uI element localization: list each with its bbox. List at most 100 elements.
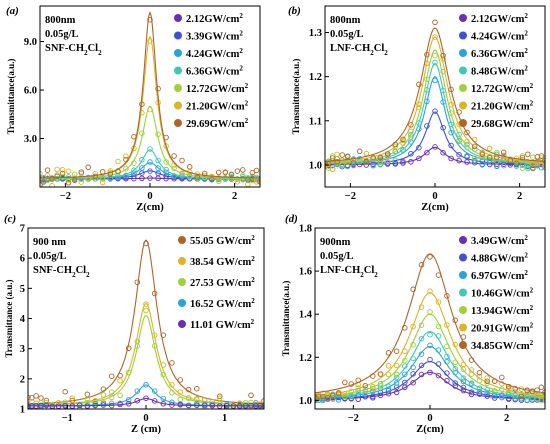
data-point xyxy=(530,154,536,160)
data-point xyxy=(393,348,400,354)
data-point xyxy=(257,179,260,185)
data-point xyxy=(440,150,446,156)
data-point xyxy=(525,162,531,169)
data-point xyxy=(444,370,450,376)
legend-marker-4 xyxy=(178,320,186,328)
panel-2: −1 0 1 1 2 3 4 5 6 7 Z (cm) Transmittance (a.u.) (c)… xyxy=(4,213,265,435)
data-point xyxy=(416,145,422,151)
legend-marker-2 xyxy=(178,278,186,286)
data-point xyxy=(92,176,99,182)
data-point xyxy=(440,124,446,131)
data-point xyxy=(147,146,153,152)
data-point xyxy=(171,165,177,172)
data-point xyxy=(435,299,442,305)
data-point xyxy=(479,154,486,161)
data-point xyxy=(92,401,98,407)
data-point xyxy=(524,387,530,394)
data-point xyxy=(355,377,361,383)
data-point xyxy=(448,155,454,162)
data-point xyxy=(486,145,493,152)
y-tick-label: 5 xyxy=(20,284,25,295)
data-point xyxy=(139,170,145,176)
data-point xyxy=(542,162,545,169)
data-point xyxy=(147,38,153,44)
data-point xyxy=(491,378,498,384)
data-point xyxy=(125,369,132,376)
legend-entry-6: 29.68GW/cm2 xyxy=(471,117,534,130)
data-point xyxy=(99,175,106,182)
data-point xyxy=(427,309,433,315)
data-point xyxy=(468,391,475,398)
data-point xyxy=(62,399,68,405)
data-point xyxy=(59,166,66,173)
data-point xyxy=(402,348,408,355)
panel-3: −2 0 2 1.0 1.2 1.4 1.6 1.8 Z(cm) Transmittance(a.… xyxy=(281,213,546,435)
data-point xyxy=(452,380,458,386)
data-point xyxy=(147,168,153,174)
y-tick-label: 3 xyxy=(20,344,25,355)
y-axis-label: Transmittance(a.u.) xyxy=(6,59,16,135)
data-point xyxy=(513,163,520,169)
x-tick-label: 0 xyxy=(427,413,432,424)
data-point xyxy=(125,345,132,351)
data-point xyxy=(408,128,414,135)
data-point xyxy=(177,389,184,395)
data-point xyxy=(44,167,51,173)
data-point xyxy=(186,164,193,170)
legend-entry-1: 4.88GW/cm2 xyxy=(471,251,528,264)
data-point xyxy=(108,402,115,409)
data-point xyxy=(384,151,391,157)
data-point xyxy=(134,388,141,394)
legend-entry-1: 38.54 GW/cm2 xyxy=(190,255,255,268)
data-point xyxy=(476,391,483,397)
data-point xyxy=(427,288,433,294)
data-point xyxy=(261,398,264,404)
data-point xyxy=(518,393,525,400)
data-point xyxy=(84,396,91,402)
data-point xyxy=(468,367,475,373)
x-tick-label: 0 xyxy=(147,191,152,202)
data-point xyxy=(384,154,391,160)
data-point xyxy=(143,240,149,247)
data-point xyxy=(65,168,72,174)
data-point xyxy=(169,402,175,408)
data-point xyxy=(460,378,467,385)
data-point xyxy=(513,160,520,167)
legend-marker-0 xyxy=(459,236,467,244)
data-point xyxy=(418,262,425,268)
legend-marker-3 xyxy=(178,299,186,307)
y-tick-label: 6.0 xyxy=(24,86,37,97)
x-axis-label: Z(cm) xyxy=(416,424,444,435)
data-point xyxy=(362,382,369,389)
data-point xyxy=(393,380,400,386)
data-point xyxy=(139,101,145,107)
data-point xyxy=(201,170,208,177)
data-point xyxy=(344,153,351,159)
annotation-line: 800nm xyxy=(330,15,361,26)
data-point xyxy=(538,153,545,159)
legend-marker-2 xyxy=(459,49,467,57)
data-point xyxy=(432,52,438,59)
data-point xyxy=(402,379,408,386)
data-point xyxy=(500,149,507,156)
data-point xyxy=(464,144,470,151)
legend-marker-0 xyxy=(174,14,182,22)
data-point xyxy=(448,101,454,108)
data-point xyxy=(452,383,458,389)
data-point xyxy=(392,157,399,163)
data-point xyxy=(400,147,406,154)
x-axis-label: Z(cm) xyxy=(421,202,449,213)
y-tick-label: 3.0 xyxy=(24,134,37,145)
data-point xyxy=(222,169,229,176)
data-point xyxy=(160,332,167,338)
data-point xyxy=(123,153,129,159)
data-point xyxy=(108,389,115,395)
data-point xyxy=(519,165,526,172)
data-point xyxy=(444,343,450,350)
data-point xyxy=(169,381,175,388)
data-point xyxy=(427,254,433,260)
y-tick-label: 7 xyxy=(20,224,25,235)
data-point xyxy=(530,165,536,172)
data-point xyxy=(350,162,357,169)
data-point xyxy=(151,343,158,349)
